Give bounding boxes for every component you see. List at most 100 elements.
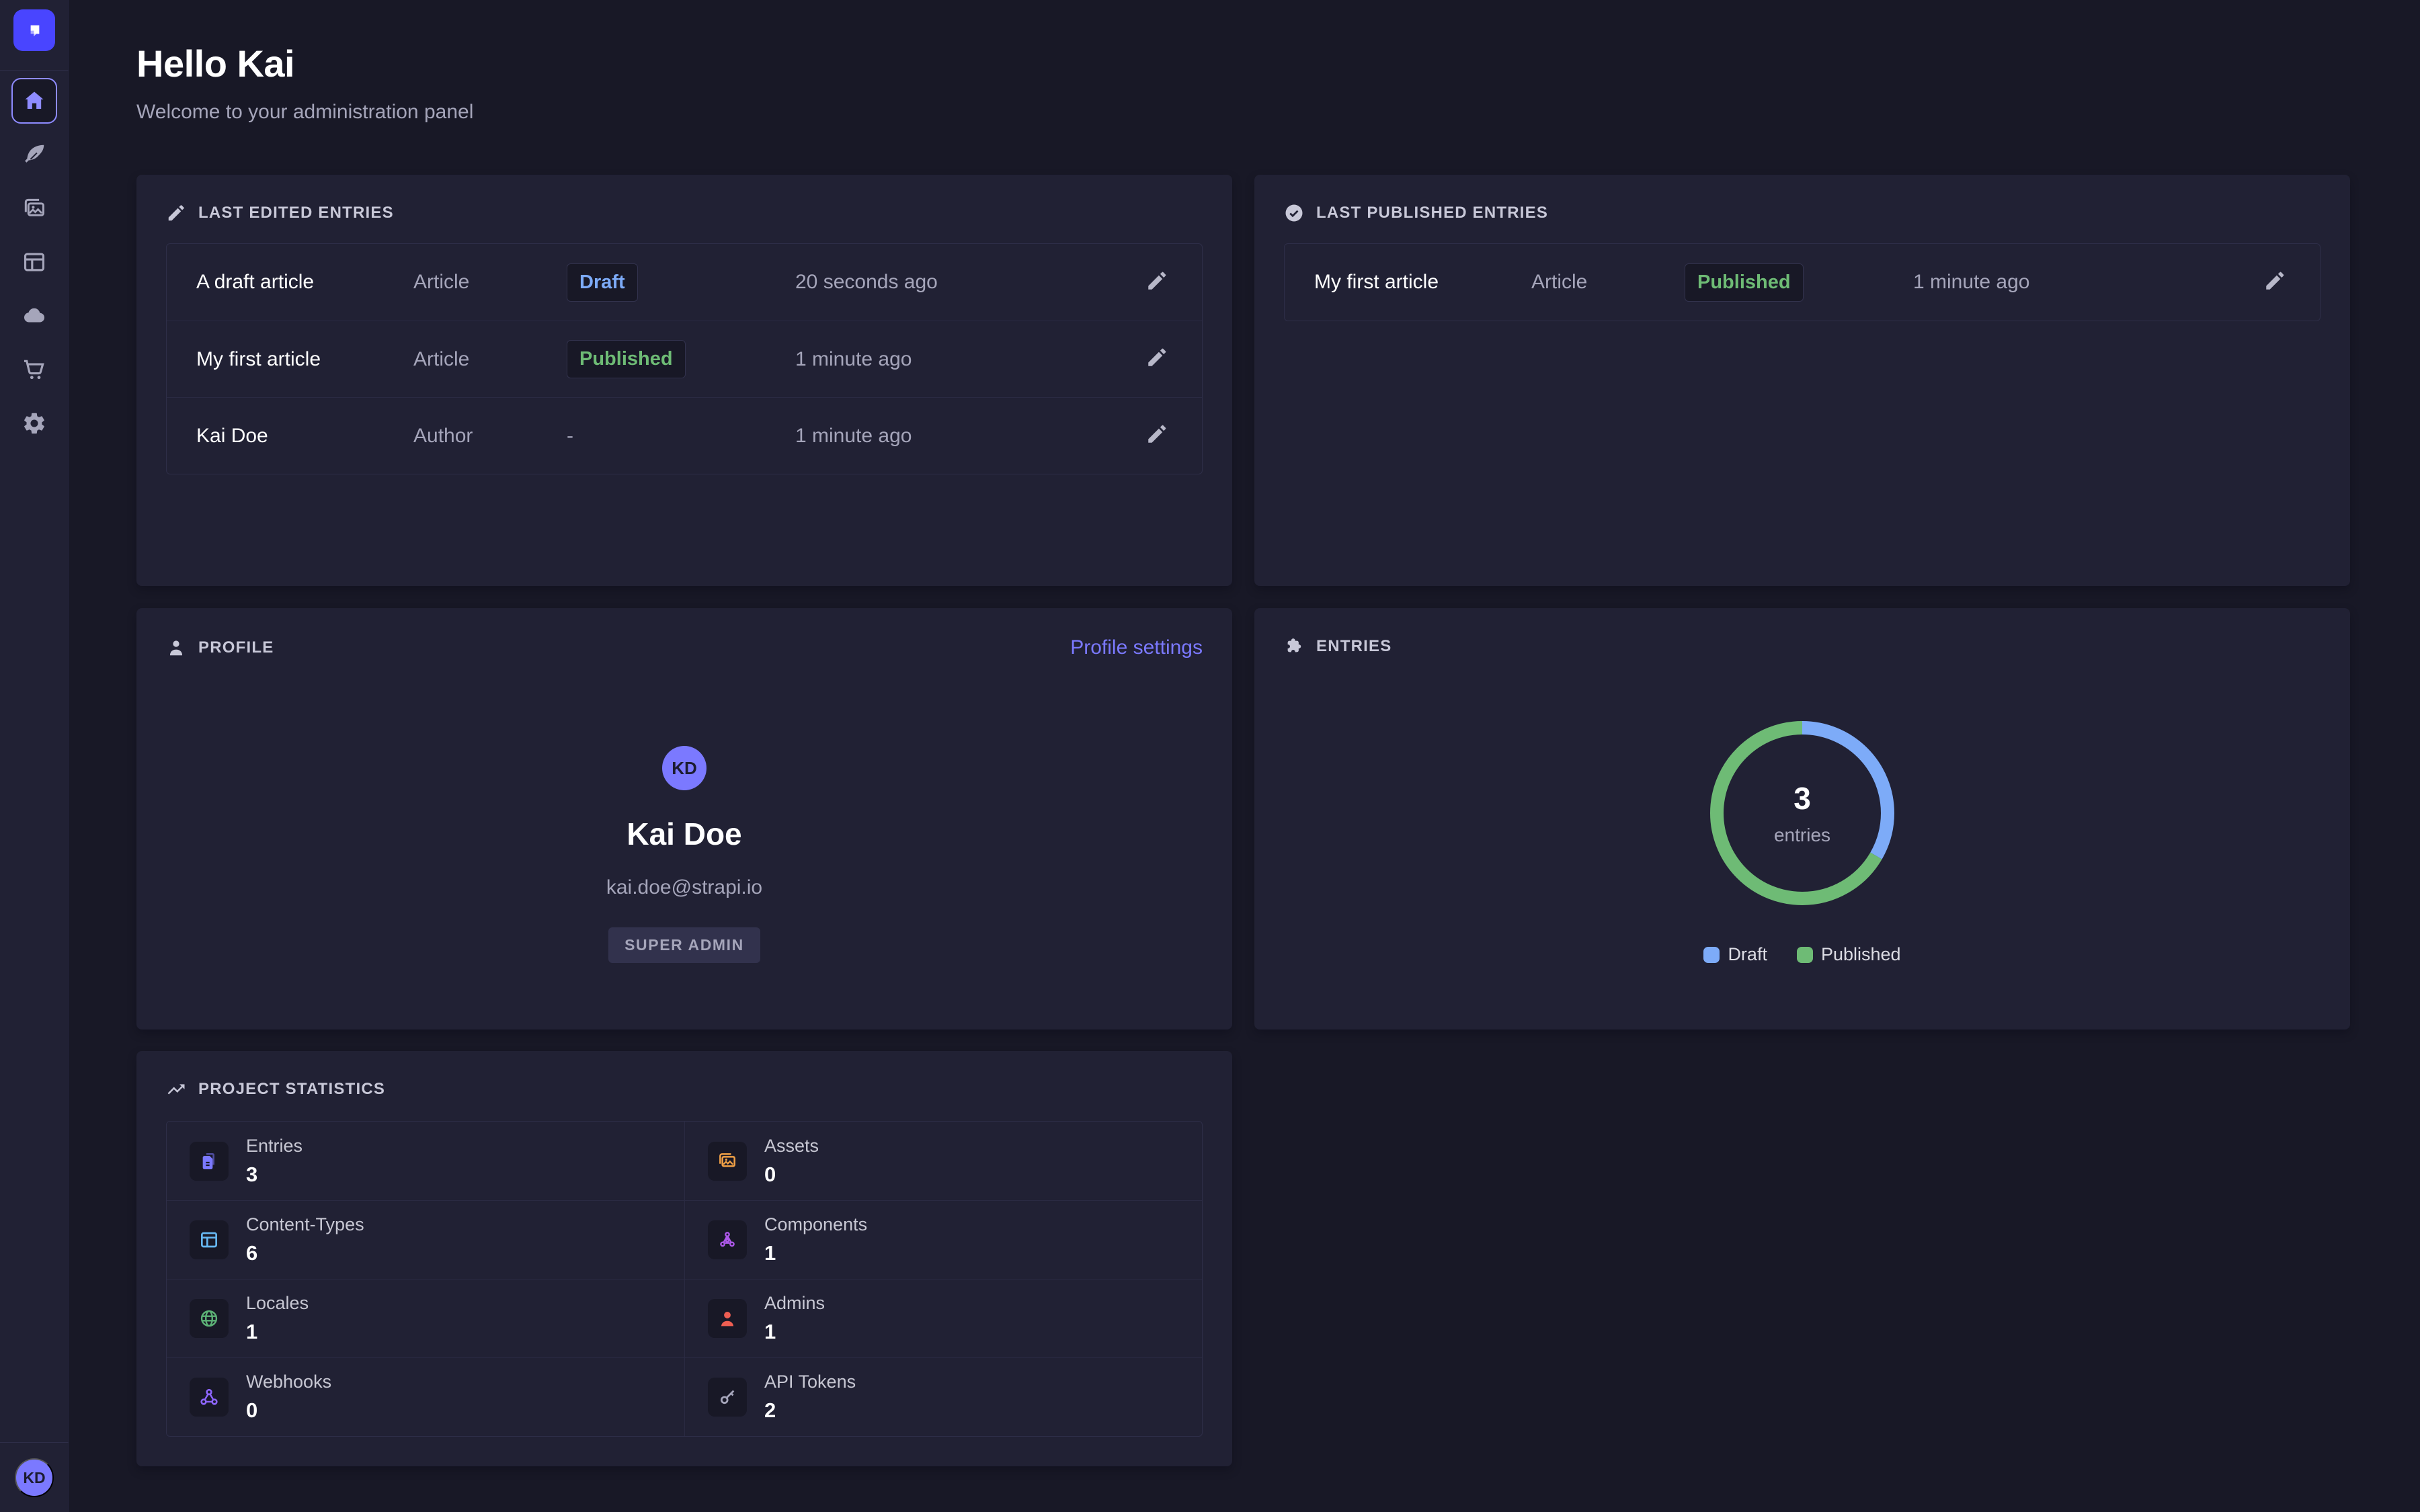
stat-entries: Entries 3 [167,1122,684,1200]
table-row[interactable]: My first article Article Published 1 min… [1285,244,2320,321]
stat-components: Components 1 [684,1200,1202,1279]
sidebar-item-media-library[interactable] [0,187,69,230]
donut-segment-published [1710,721,1894,905]
entries-chart: 3 entries Draft Published [1254,709,2350,965]
panel-title: LAST EDITED ENTRIES [198,204,394,222]
profile-name: Kai Doe [627,816,742,851]
role-badge: SUPER ADMIN [608,927,760,963]
stat-label: API Tokens [764,1372,856,1392]
page-title: Hello Kai [136,42,295,85]
strapi-logo-icon [30,25,40,37]
entries-stat-icon [190,1141,229,1181]
profile-email: kai.doe@strapi.io [606,876,763,898]
sidebar-item-deploy[interactable] [0,294,69,337]
cart-icon [24,360,44,380]
legend-item-draft: Draft [1703,944,1767,965]
page-subtitle: Welcome to your administration panel [136,101,474,123]
project-statistics-panel: PROJECT STATISTICS Entries 3 Assets 0 [136,1051,1232,1466]
sidebar-item-marketplace[interactable] [0,348,69,391]
edit-entry-button[interactable] [2263,267,2290,294]
stat-label: Content-Types [246,1214,364,1234]
sidebar-user-avatar[interactable]: KD [15,1458,54,1497]
pencil-icon [168,205,184,221]
table-row[interactable]: Kai Doe Author - 1 minute ago [167,397,1202,474]
last-published-entries-panel: LAST PUBLISHED ENTRIES My first article … [1254,175,2350,586]
stat-api-tokens: API Tokens 2 [684,1357,1202,1436]
sidebar-item-settings[interactable] [0,402,69,445]
edit-entry-button[interactable] [1145,267,1172,294]
stat-assets: Assets 0 [684,1122,1202,1200]
components-stat-icon [708,1220,747,1259]
stat-value: 0 [764,1162,776,1186]
legend-swatch-draft [1703,946,1720,963]
check-circle-icon [1285,204,1303,222]
panel-title: LAST PUBLISHED ENTRIES [1316,204,1549,222]
panel-title: PROJECT STATISTICS [198,1080,386,1098]
stat-value: 0 [246,1398,258,1422]
strapi-logo[interactable] [13,9,55,51]
entries-icon [1287,638,1301,653]
sidebar-item-content-manager[interactable] [0,133,69,176]
sidebar-bottom-divider [0,1442,69,1443]
legend-swatch-published [1796,946,1813,963]
stat-webhooks: Webhooks 0 [167,1357,684,1436]
stat-value: 6 [246,1241,258,1265]
status-badge: Published [567,340,686,378]
edit-entry-button[interactable] [1145,421,1172,448]
api-tokens-stat-icon [708,1378,747,1417]
status-empty: - [567,424,573,447]
status-badge: Draft [567,263,638,302]
stat-label: Entries [246,1135,303,1156]
feather-pen-icon [25,144,44,163]
sidebar-divider [0,70,69,71]
images-icon [24,198,44,216]
stat-label: Components [764,1214,868,1234]
table-row[interactable]: My first article Article Published 1 min… [167,321,1202,397]
sidebar-item-content-type-builder[interactable] [0,241,69,284]
status-badge: Published [1685,263,1804,302]
stat-label: Admins [764,1293,825,1313]
pencil-icon [1148,348,1166,366]
stat-value: 3 [246,1162,258,1186]
edit-entry-button[interactable] [1145,344,1172,371]
stats-grid: Entries 3 Assets 0 Content-Types 6 [166,1121,1203,1437]
table-row[interactable]: A draft article Article Draft 20 seconds… [167,244,1202,321]
layout-icon [24,253,45,271]
stat-admins: Admins 1 [684,1279,1202,1357]
assets-stat-icon [708,1141,747,1181]
stat-label: Assets [764,1135,819,1156]
panel-header: LAST EDITED ENTRIES [166,203,1203,223]
profile-panel: PROFILE Profile settings KD Kai Doe kai.… [136,608,1232,1030]
stat-locales: Locales 1 [167,1279,684,1357]
panel-header: PROJECT STATISTICS [166,1079,1203,1099]
entry-type: Article [413,271,470,293]
panel-header: ENTRIES [1284,636,2321,657]
sidebar-item-home[interactable] [11,78,57,124]
webhooks-stat-icon [190,1378,229,1417]
profile-settings-link[interactable]: Profile settings [1070,636,1203,659]
trending-up-icon [167,1084,185,1095]
sidebar: KD [0,0,69,1512]
person-icon [170,640,182,656]
entry-time: 1 minute ago [795,347,912,370]
last-published-table: My first article Article Published 1 min… [1284,243,2321,321]
legend-item-published: Published [1796,944,1901,965]
stat-label: Webhooks [246,1372,332,1392]
entries-panel: ENTRIES 3 entries Draft Published [1254,608,2350,1030]
entry-time: 20 seconds ago [795,271,938,293]
entry-name: My first article [196,347,321,370]
entry-type: Article [413,347,470,370]
entries-total: 3 [1793,781,1811,816]
entry-name: My first article [1314,271,1439,293]
entries-donut [1710,721,1894,905]
last-edited-table: A draft article Article Draft 20 seconds… [166,243,1203,474]
entry-name: A draft article [196,271,315,293]
pencil-icon [1148,425,1166,443]
stat-value: 2 [764,1398,776,1422]
entry-name: Kai Doe [196,424,268,447]
chart-legend: Draft Published [1703,944,1901,965]
home-icon [25,91,44,109]
admins-stat-icon [708,1299,747,1338]
profile-card: KD Kai Doe kai.doe@strapi.io SUPER ADMIN [136,746,1232,963]
